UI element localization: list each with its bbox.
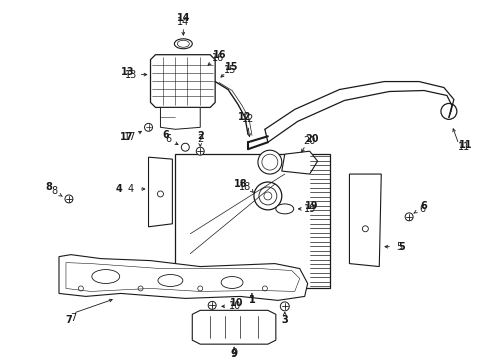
Circle shape <box>65 195 73 203</box>
Text: 5: 5 <box>397 242 404 252</box>
Polygon shape <box>59 255 307 300</box>
Text: 12: 12 <box>241 114 254 124</box>
Text: 13: 13 <box>121 67 134 77</box>
Text: 5: 5 <box>395 242 402 252</box>
Ellipse shape <box>92 270 120 283</box>
Polygon shape <box>175 154 329 288</box>
Circle shape <box>405 213 412 221</box>
Text: 2: 2 <box>197 134 203 144</box>
Text: 6: 6 <box>165 134 171 144</box>
Polygon shape <box>349 174 381 266</box>
Text: 8: 8 <box>51 186 57 196</box>
Text: 15: 15 <box>224 65 236 75</box>
Text: 17: 17 <box>124 132 137 142</box>
Text: 3: 3 <box>281 315 287 325</box>
Text: 14: 14 <box>176 13 190 23</box>
Circle shape <box>157 191 163 197</box>
Ellipse shape <box>158 275 183 287</box>
Text: 17: 17 <box>120 132 133 142</box>
Text: 20: 20 <box>303 136 315 146</box>
Text: 7: 7 <box>70 313 76 323</box>
Polygon shape <box>281 151 317 174</box>
Circle shape <box>196 147 204 155</box>
Text: 13: 13 <box>124 69 137 80</box>
Circle shape <box>78 286 83 291</box>
Text: 4: 4 <box>115 184 122 194</box>
Text: 14: 14 <box>177 17 189 27</box>
Text: 2: 2 <box>197 131 203 141</box>
Polygon shape <box>148 157 172 227</box>
Text: 19: 19 <box>303 204 315 214</box>
Text: 18: 18 <box>234 179 247 189</box>
Circle shape <box>258 187 276 205</box>
Ellipse shape <box>174 39 192 49</box>
Text: 20: 20 <box>304 134 318 144</box>
Circle shape <box>280 302 289 311</box>
Text: 7: 7 <box>65 315 72 325</box>
Circle shape <box>257 150 281 174</box>
Circle shape <box>208 301 216 309</box>
Ellipse shape <box>221 276 243 288</box>
Text: 11: 11 <box>458 140 471 150</box>
Text: 8: 8 <box>45 182 52 192</box>
Text: 6: 6 <box>418 204 424 214</box>
Text: 1: 1 <box>248 296 255 305</box>
Text: 11: 11 <box>457 142 469 152</box>
Text: 3: 3 <box>281 315 287 325</box>
Text: 10: 10 <box>228 301 241 311</box>
Text: 16: 16 <box>212 53 224 63</box>
Polygon shape <box>192 310 275 344</box>
Circle shape <box>138 286 143 291</box>
Text: 15: 15 <box>225 62 238 72</box>
Polygon shape <box>150 55 215 107</box>
Polygon shape <box>160 107 200 129</box>
Circle shape <box>144 123 152 131</box>
Text: 12: 12 <box>238 112 251 122</box>
Text: 18: 18 <box>238 182 251 192</box>
Text: 1: 1 <box>248 296 255 305</box>
Text: 16: 16 <box>213 50 226 60</box>
Circle shape <box>362 226 367 232</box>
Text: 10: 10 <box>230 298 244 309</box>
Circle shape <box>262 286 267 291</box>
Text: 9: 9 <box>230 349 237 359</box>
Circle shape <box>264 192 271 200</box>
Ellipse shape <box>275 204 293 214</box>
Text: 6: 6 <box>162 130 168 140</box>
Ellipse shape <box>177 40 189 47</box>
Circle shape <box>262 154 277 170</box>
Circle shape <box>253 182 281 210</box>
Circle shape <box>181 143 189 151</box>
Text: 19: 19 <box>304 201 318 211</box>
Circle shape <box>197 286 203 291</box>
Text: 9: 9 <box>230 348 237 358</box>
Text: 6: 6 <box>420 201 427 211</box>
Text: 4: 4 <box>127 184 133 194</box>
